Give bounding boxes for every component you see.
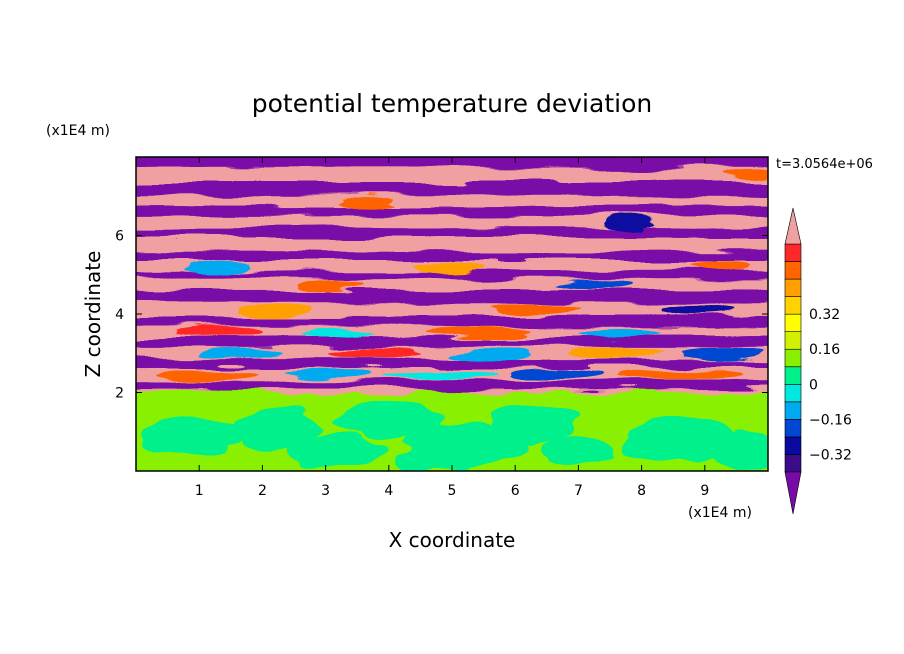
band-eddy [199, 348, 282, 359]
band-negative [136, 270, 768, 279]
colorbar-top-arrow [784, 207, 802, 245]
band-eddy [186, 261, 250, 273]
band-negative [136, 315, 768, 326]
band-eddy [508, 367, 604, 379]
x-tick-label: 1 [195, 483, 204, 499]
chart-title: potential temperature deviation [252, 89, 652, 118]
band-eddy [553, 279, 629, 290]
band-negative [136, 290, 768, 303]
colorbar-label: 0.16 [809, 342, 840, 358]
y-tick-label: 6 [115, 229, 124, 245]
x-tick-label: 5 [448, 483, 457, 499]
lower-layer-field [136, 392, 768, 471]
y-tick-label: 4 [115, 307, 124, 323]
band-eddy [578, 328, 661, 339]
colorbar-swatch [784, 454, 802, 473]
colorbar-swatch [784, 348, 802, 368]
colorbar-label: −0.16 [809, 412, 852, 428]
colorbar: 0.32 0.16 0 −0.16 −0.32 [784, 207, 852, 515]
band-negative [136, 251, 768, 262]
band-eddy [325, 348, 421, 359]
band-negative [136, 182, 768, 197]
band-eddy [679, 348, 762, 359]
colorbar-label: 0 [809, 377, 818, 393]
colorbar-swatch [784, 313, 802, 332]
lower-layer-blob [230, 408, 320, 448]
x-tick-label: 6 [511, 483, 520, 499]
lower-layer-blob [711, 435, 768, 468]
band-eddy [723, 169, 768, 180]
colorbar-swatch [784, 296, 802, 315]
x-unit-label: (x1E4 m) [688, 505, 752, 521]
band-eddy [154, 369, 257, 380]
band-eddy [338, 196, 396, 208]
colorbar-swatch [784, 436, 802, 455]
band-eddy [173, 326, 263, 337]
colorbar-swatch [784, 278, 802, 297]
x-tick-label: 2 [258, 483, 267, 499]
colorbar-swatch [784, 366, 802, 385]
lower-layer-blob [395, 449, 471, 470]
lower-layer-blob [287, 435, 389, 468]
colorbar-swatch [784, 261, 802, 280]
band-eddy [692, 261, 750, 273]
lower-layer-blob [540, 437, 617, 466]
band-eddy [660, 304, 737, 316]
band-negative [136, 206, 768, 216]
band-eddy [452, 350, 528, 361]
band-eddy [603, 218, 655, 229]
band-eddy [414, 261, 484, 273]
band-eddy [237, 304, 313, 316]
colorbar-swatch [784, 384, 802, 403]
x-tick-label: 4 [384, 483, 393, 499]
band-negative [136, 227, 768, 238]
colorbar-swatch [784, 243, 802, 262]
colorbar-swatch [784, 401, 802, 420]
colorbar-label: 0.32 [809, 307, 840, 323]
lower-layer-blob [622, 416, 737, 464]
band-eddy [300, 279, 364, 290]
colorbar-bottom-arrow [784, 471, 802, 515]
band-eddy [565, 348, 661, 359]
time-label: t=3.0564e+06 [776, 157, 873, 172]
lower-layer-blob [142, 418, 244, 454]
x-tick-label: 8 [637, 483, 646, 499]
band-eddy [426, 326, 528, 337]
lower-layer-blob [331, 402, 446, 438]
band-eddy [382, 369, 497, 380]
x-tick-label: 9 [700, 483, 709, 499]
band-eddy [300, 328, 377, 339]
x-tick-label: 7 [574, 483, 583, 499]
plot-area [136, 157, 768, 471]
colorbar-swatch [784, 419, 802, 438]
y-tick-label: 2 [115, 386, 124, 402]
band-eddy [616, 369, 743, 380]
y-unit-label: (x1E4 m) [46, 123, 110, 139]
x-axis-label: X coordinate [389, 528, 516, 552]
band-eddy [281, 367, 370, 379]
lower-layer-blob [489, 404, 579, 444]
colorbar-swatch [784, 331, 802, 350]
colorbar-label: −0.32 [809, 447, 852, 463]
band-eddy [489, 302, 579, 314]
band-negative [136, 380, 768, 389]
x-tick-label: 3 [321, 483, 330, 499]
band-negative [136, 359, 768, 367]
y-axis-label: Z coordinate [81, 251, 105, 378]
x-axis: 1 2 3 4 5 6 7 8 9 [195, 157, 709, 499]
band-negative [136, 337, 768, 348]
y-axis: 2 4 6 [115, 229, 768, 402]
